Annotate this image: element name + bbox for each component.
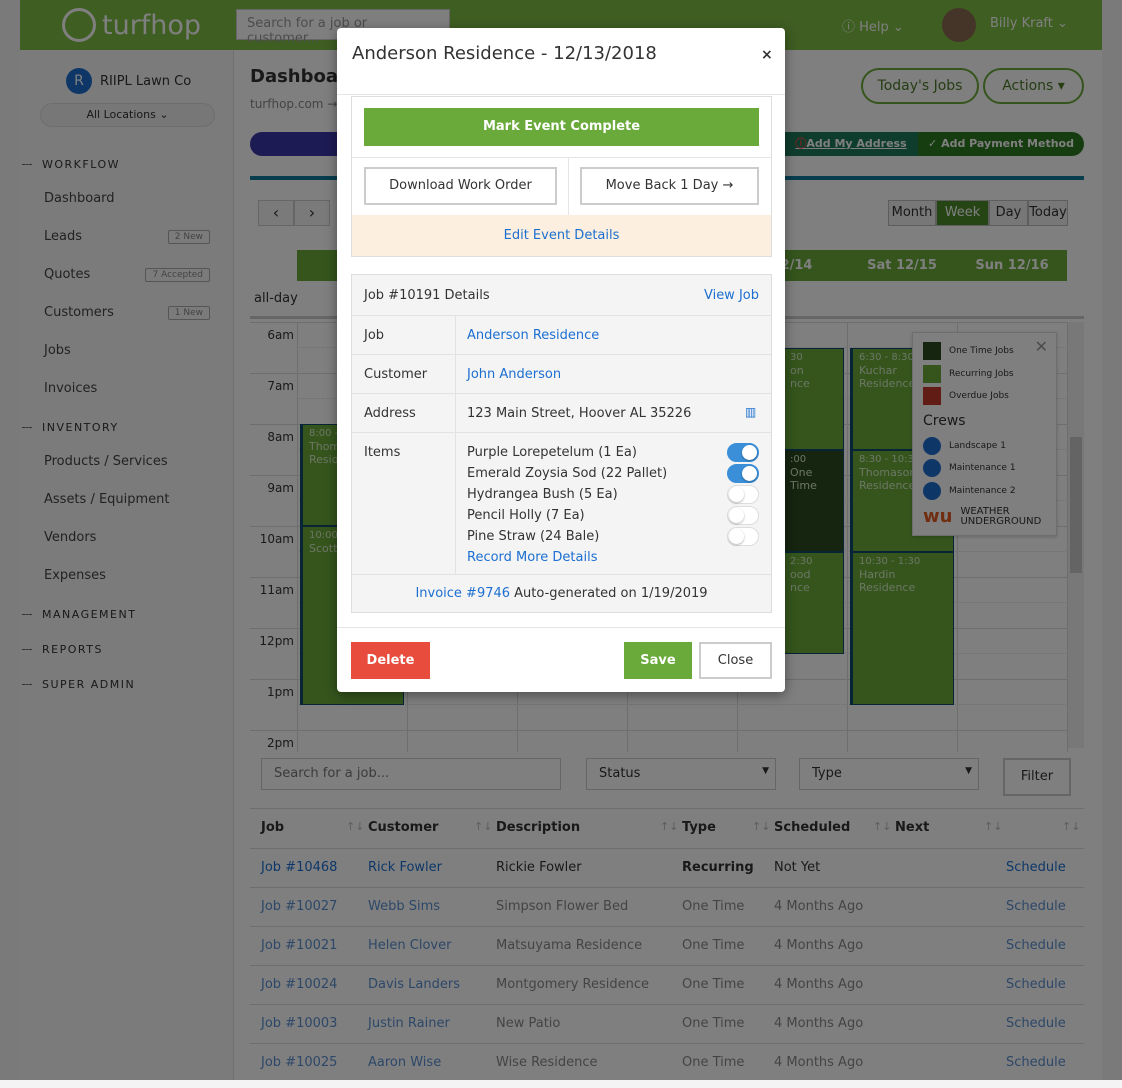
job-details-panel: Job #10191 Details View Job Job Anderson … xyxy=(351,274,772,613)
address-value: 123 Main Street, Hoover AL 35226 xyxy=(467,406,692,421)
mark-complete-button[interactable]: Mark Event Complete xyxy=(364,108,759,146)
customer-link[interactable]: John Anderson xyxy=(467,367,562,382)
job-link[interactable]: Anderson Residence xyxy=(467,328,600,343)
save-button[interactable]: Save xyxy=(624,642,692,679)
event-actions: Mark Event Complete Download Work Order … xyxy=(351,96,772,257)
item-toggle[interactable] xyxy=(727,464,759,483)
item-toggle[interactable] xyxy=(727,443,759,462)
job-details-title: Job #10191 Details xyxy=(364,288,490,303)
view-job-link[interactable]: View Job xyxy=(703,288,759,303)
item-name: Hydrangea Bush (5 Ea) xyxy=(467,487,618,502)
record-more-details-link[interactable]: Record More Details xyxy=(467,550,598,565)
close-icon[interactable]: × xyxy=(761,47,773,63)
item-name: Emerald Zoysia Sod (22 Pallet) xyxy=(467,466,668,481)
item-name: Pencil Holly (7 Ea) xyxy=(467,508,585,523)
delete-button[interactable]: Delete xyxy=(351,642,430,679)
close-button[interactable]: Close xyxy=(699,642,772,679)
invoice-line: Invoice #9746 Auto-generated on 1/19/201… xyxy=(352,574,771,612)
edit-event-details-link[interactable]: Edit Event Details xyxy=(352,215,771,256)
download-work-order-button[interactable]: Download Work Order xyxy=(364,167,557,205)
event-modal: Anderson Residence - 12/13/2018 × Mark E… xyxy=(337,28,785,692)
items-label: Items xyxy=(364,445,401,460)
map-icon[interactable]: ▥ xyxy=(745,405,757,419)
modal-title: Anderson Residence - 12/13/2018 xyxy=(352,43,657,64)
item-toggle[interactable] xyxy=(727,485,759,504)
item-name: Pine Straw (24 Bale) xyxy=(467,529,600,544)
item-toggle[interactable] xyxy=(727,506,759,525)
move-back-day-button[interactable]: Move Back 1 Day → xyxy=(580,167,759,205)
customer-label: Customer xyxy=(364,367,428,382)
job-label: Job xyxy=(364,328,385,343)
invoice-link[interactable]: Invoice #9746 xyxy=(415,586,511,601)
address-label: Address xyxy=(364,406,416,421)
item-toggle[interactable] xyxy=(727,527,759,546)
invoice-text: Auto-generated on 1/19/2019 xyxy=(510,586,708,601)
item-name: Purple Lorepetelum (1 Ea) xyxy=(467,445,637,460)
